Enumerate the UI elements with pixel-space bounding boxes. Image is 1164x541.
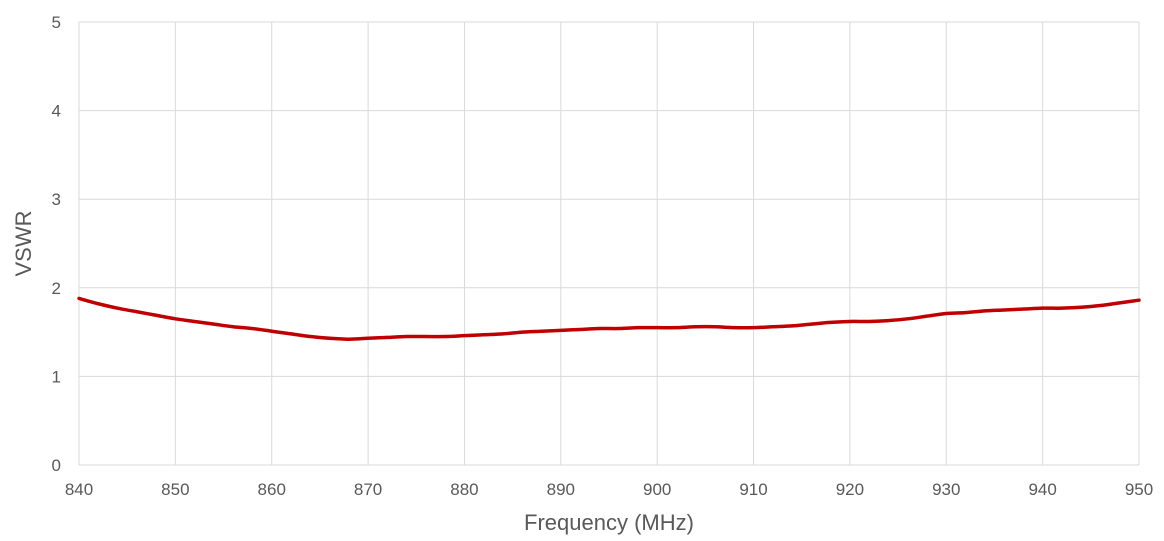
x-tick-label: 860 bbox=[258, 480, 286, 499]
series-layer bbox=[77, 296, 1141, 341]
x-tick-label: 930 bbox=[932, 480, 960, 499]
vswr-series-line bbox=[77, 296, 1141, 341]
x-tick-label: 890 bbox=[547, 480, 575, 499]
x-tick-label: 880 bbox=[450, 480, 478, 499]
y-tick-label: 3 bbox=[52, 190, 61, 209]
x-tick-label: 870 bbox=[354, 480, 382, 499]
y-tick-label: 2 bbox=[52, 279, 61, 298]
y-tick-label: 0 bbox=[52, 456, 61, 475]
x-tick-label: 950 bbox=[1125, 480, 1153, 499]
x-tick-label: 850 bbox=[161, 480, 189, 499]
x-tick-label: 840 bbox=[65, 480, 93, 499]
x-tick-label: 910 bbox=[739, 480, 767, 499]
x-tick-labels: 840 850 860 870 880 890 900 910 920 930 940 950 bbox=[65, 480, 1153, 499]
y-tick-labels: 0 1 2 3 4 5 bbox=[52, 13, 61, 475]
y-axis-title: VSWR bbox=[11, 211, 36, 277]
y-tick-label: 5 bbox=[52, 13, 61, 32]
x-tick-label: 900 bbox=[643, 480, 671, 499]
x-tick-label: 940 bbox=[1028, 480, 1056, 499]
grid bbox=[78, 21, 1140, 466]
x-axis-title: Frequency (MHz) bbox=[524, 510, 694, 535]
x-tick-label: 920 bbox=[836, 480, 864, 499]
y-tick-label: 4 bbox=[52, 102, 61, 121]
y-tick-label: 1 bbox=[52, 367, 61, 386]
